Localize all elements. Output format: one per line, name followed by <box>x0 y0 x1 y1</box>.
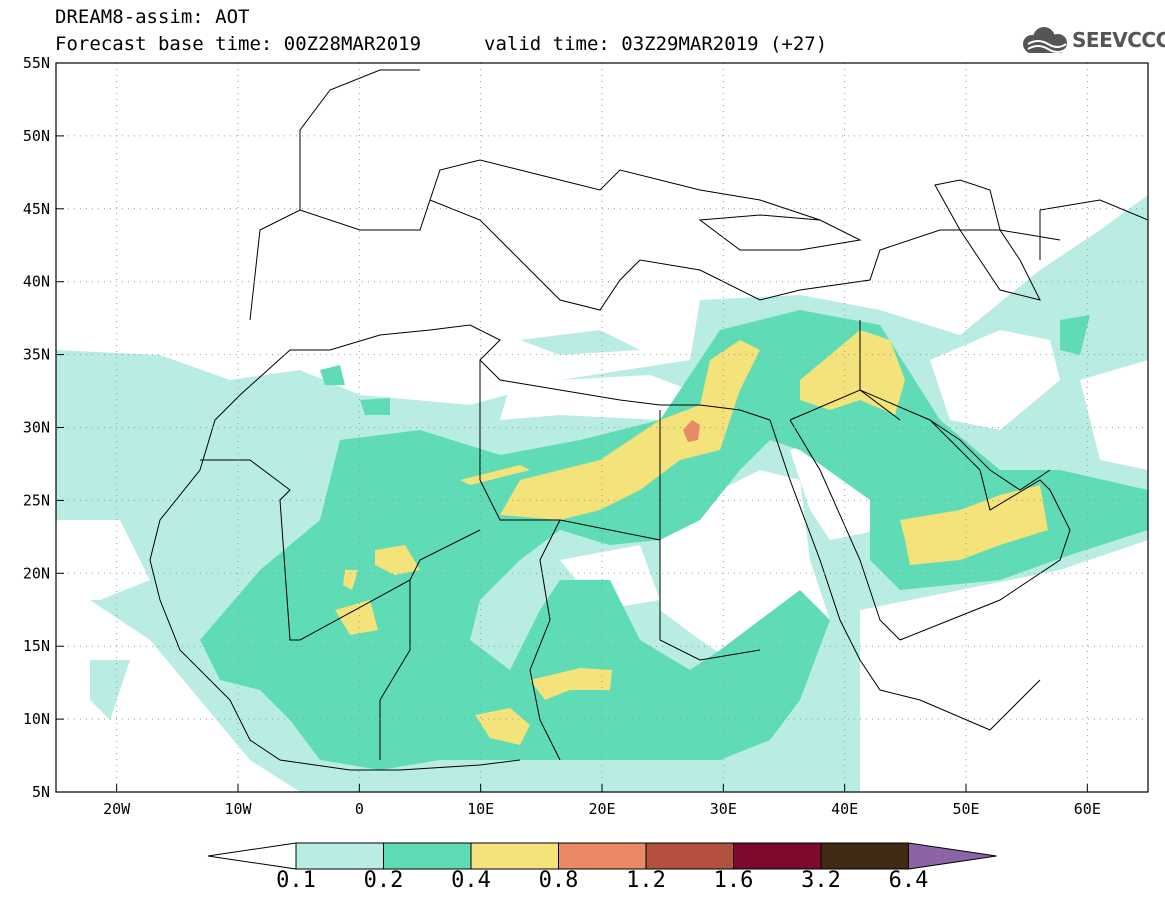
lat-label-15N: 15N <box>23 637 50 655</box>
aot-level-0.4 <box>335 330 1048 745</box>
colorbar-segment <box>383 842 472 870</box>
colorbar-label: 0.2 <box>363 868 404 893</box>
colorbar-label: 0.8 <box>538 868 579 893</box>
lat-label-50N: 50N <box>23 127 50 145</box>
longitude-labels: 20W 10W 0 10E 20E 30E 40E 50E 60E <box>103 784 1101 818</box>
colorbar-segment <box>558 842 647 870</box>
lat-label-30N: 30N <box>23 419 50 437</box>
colorbar-label: 0.4 <box>451 868 491 893</box>
map-title: DREAM8-assim: AOT <box>55 6 250 28</box>
colorbar-segment <box>645 842 734 870</box>
lon-label-10E: 10E <box>467 800 494 818</box>
aot-shading <box>56 63 1148 792</box>
colorbar-segment <box>295 842 384 870</box>
aot-level-0.2 <box>200 310 1148 770</box>
colorbar-under-triangle <box>207 842 297 870</box>
lat-label-25N: 25N <box>23 491 50 509</box>
colorbar-labels: 0.1 0.2 0.4 0.8 1.2 1.6 3.2 6.4 <box>0 868 1165 898</box>
lon-label-60E: 60E <box>1074 800 1101 818</box>
lat-label-20N: 20N <box>23 564 50 582</box>
forecast-base-time: Forecast base time: 00Z28MAR2019 <box>55 33 422 55</box>
lat-label-35N: 35N <box>23 346 50 364</box>
graticule <box>56 63 1148 792</box>
lon-label-50E: 50E <box>952 800 979 818</box>
colorbar-label: 1.2 <box>626 868 666 893</box>
colorbar <box>207 842 997 870</box>
colorbar-label: 3.2 <box>801 868 841 893</box>
seevccc-cloud-icon <box>1023 27 1067 53</box>
logo-text: SEEVCCC <box>1072 28 1165 52</box>
lon-label-30E: 30E <box>710 800 737 818</box>
lon-label-20W: 20W <box>103 800 131 818</box>
lat-label-5N: 5N <box>32 783 50 801</box>
lon-label-0: 0 <box>355 800 364 818</box>
colorbar-label: 6.4 <box>888 868 929 893</box>
colorbar-segment <box>470 842 559 870</box>
colorbar-over-triangle <box>908 842 997 870</box>
aot-level-0.8 <box>683 420 700 442</box>
valid-time: valid time: 03Z29MAR2019 (+27) <box>484 33 828 55</box>
latitude-labels: 55N 50N 45N 40N 35N 30N 25N 20N 15N 10N 5N <box>23 54 64 801</box>
coastlines <box>149 69 1148 771</box>
colorbar-label: 1.6 <box>713 868 754 893</box>
colorbar-segment <box>820 842 909 870</box>
lat-label-45N: 45N <box>23 200 50 218</box>
lon-label-10W: 10W <box>224 800 252 818</box>
lat-label-40N: 40N <box>23 273 50 291</box>
colorbar-label: 0.1 <box>276 868 316 893</box>
lat-label-55N: 55N <box>23 54 50 72</box>
colorbar-segment <box>733 842 822 870</box>
lat-label-10N: 10N <box>23 710 50 728</box>
lon-label-20E: 20E <box>588 800 615 818</box>
lon-label-40E: 40E <box>831 800 858 818</box>
